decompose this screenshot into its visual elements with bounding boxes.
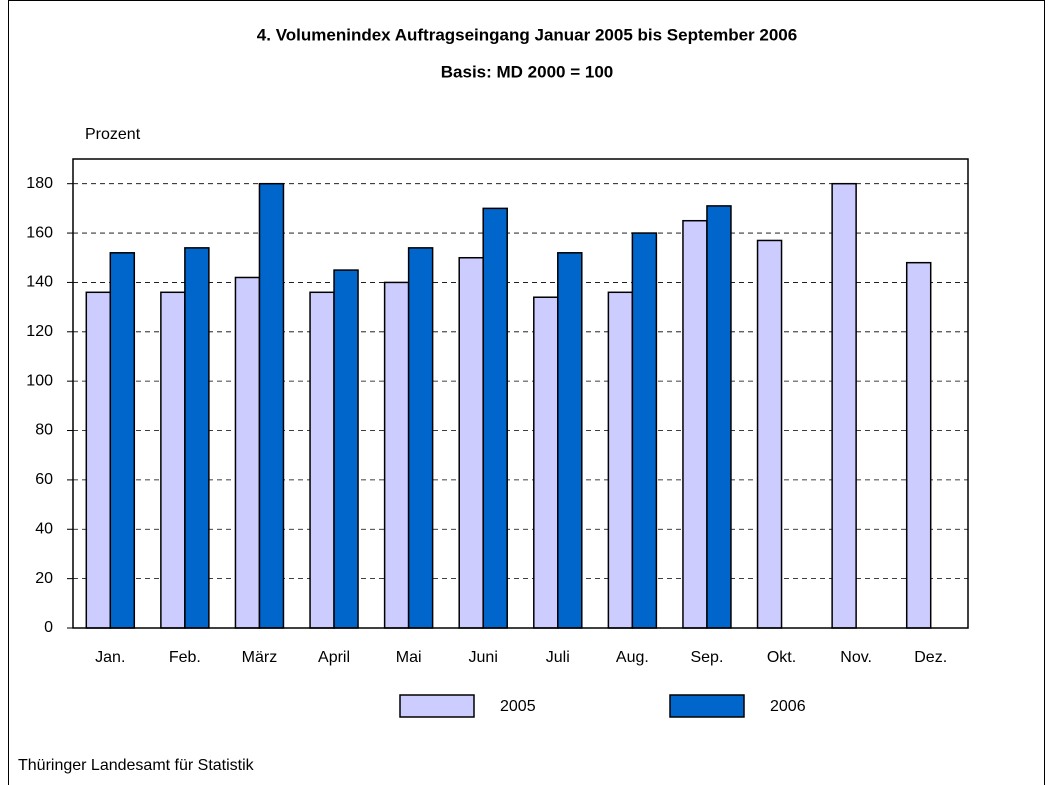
x-tick-label: Juni bbox=[469, 649, 498, 666]
x-tick-label: Juli bbox=[546, 649, 570, 666]
plot-border bbox=[72, 158, 969, 629]
x-tick-label: Okt. bbox=[767, 649, 796, 666]
bar bbox=[905, 261, 932, 629]
x-tick-label: Nov. bbox=[840, 649, 872, 666]
bar bbox=[383, 281, 410, 629]
legend-label: 2005 bbox=[500, 698, 536, 715]
y-tick-label: 40 bbox=[35, 520, 53, 537]
x-tick-label: März bbox=[242, 649, 278, 666]
legend-swatch bbox=[399, 694, 475, 718]
bar bbox=[682, 219, 708, 629]
source: Thüringer Landesamt für Statistik bbox=[18, 757, 255, 774]
chart-title: 4. Volumenindex Auftragseingang Januar 2… bbox=[257, 25, 797, 44]
bar bbox=[184, 247, 210, 629]
bar bbox=[160, 291, 186, 629]
y-tick-label: 0 bbox=[44, 619, 53, 636]
bar bbox=[458, 256, 484, 629]
y-tick-label: 180 bbox=[26, 175, 53, 192]
bar bbox=[109, 252, 136, 629]
y-tick-label: 140 bbox=[26, 274, 53, 291]
bar bbox=[631, 232, 658, 629]
bar bbox=[533, 296, 559, 629]
x-tick-label: Mai bbox=[396, 649, 422, 666]
bar bbox=[482, 207, 508, 629]
y-tick-label: 80 bbox=[35, 422, 53, 439]
x-tick-label: Feb. bbox=[169, 649, 201, 666]
bar bbox=[333, 269, 359, 629]
bar bbox=[831, 182, 857, 629]
legend-swatch bbox=[669, 694, 745, 718]
y-tick-label: 20 bbox=[35, 570, 53, 587]
y-tick-label: 100 bbox=[26, 372, 53, 389]
y-tick-label: 120 bbox=[26, 323, 53, 340]
y-tick-label: 60 bbox=[35, 471, 53, 488]
x-tick-label: Sep. bbox=[690, 649, 723, 666]
x-tick-label: April bbox=[318, 649, 350, 666]
bar bbox=[607, 291, 634, 629]
bar bbox=[258, 182, 285, 629]
bar bbox=[706, 205, 732, 629]
legend-label: 2006 bbox=[770, 698, 806, 715]
y-tick-label: 160 bbox=[26, 224, 53, 241]
bar bbox=[234, 276, 261, 629]
x-tick-label: Aug. bbox=[616, 649, 649, 666]
bar bbox=[756, 239, 783, 629]
x-tick-label: Dez. bbox=[914, 649, 947, 666]
y-axis-label: Prozent bbox=[85, 126, 141, 143]
plot-area bbox=[73, 159, 968, 628]
x-tick-label: Jan. bbox=[95, 649, 125, 666]
bar bbox=[557, 252, 583, 629]
chart-subtitle: Basis: MD 2000 = 100 bbox=[441, 62, 613, 81]
bar bbox=[309, 291, 335, 629]
bar bbox=[407, 247, 434, 629]
bar bbox=[85, 291, 112, 629]
